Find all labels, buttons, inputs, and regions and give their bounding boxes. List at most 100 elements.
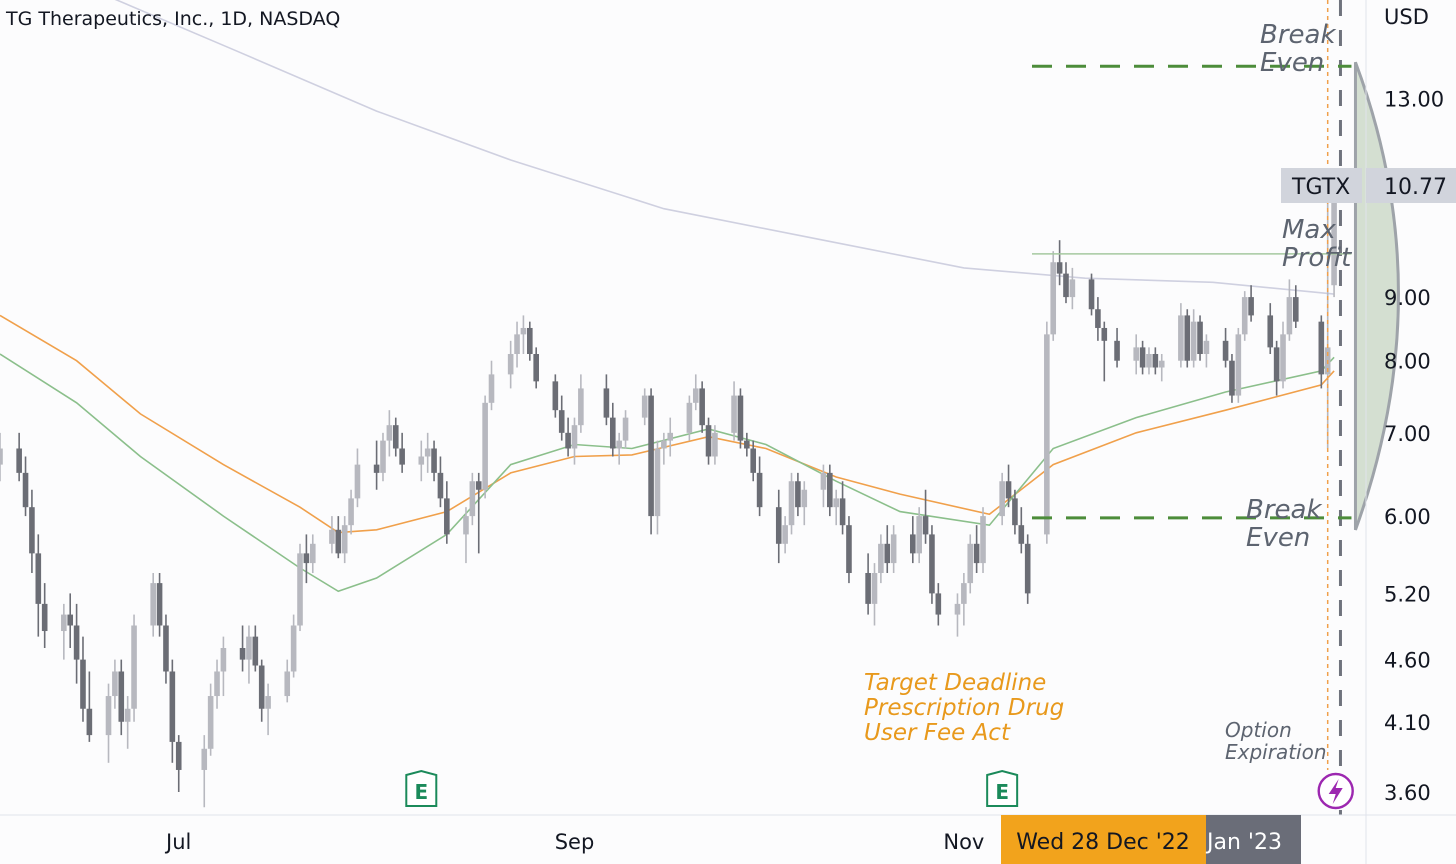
candle <box>1018 507 1025 554</box>
candle <box>692 374 699 411</box>
candle <box>1190 309 1197 368</box>
candle <box>431 440 437 482</box>
candle <box>1222 327 1229 368</box>
candle <box>1273 340 1280 396</box>
candle <box>616 432 622 465</box>
candle-body <box>1203 340 1210 355</box>
earnings-marker[interactable]: E <box>405 769 438 807</box>
candle-body <box>252 636 259 666</box>
candle <box>1133 334 1140 375</box>
candle <box>22 456 29 517</box>
candle <box>246 625 252 684</box>
candle <box>399 432 405 473</box>
candle <box>667 417 674 457</box>
candle-body <box>386 425 393 441</box>
candle <box>373 440 380 490</box>
candle <box>469 472 476 526</box>
candle-body <box>890 534 897 564</box>
candle <box>169 659 176 763</box>
candle <box>795 472 801 517</box>
price-tick-label: 4.60 <box>1384 649 1431 673</box>
candle-body <box>731 395 737 433</box>
candle <box>686 395 693 441</box>
candle <box>341 516 348 564</box>
candle <box>929 525 935 604</box>
earnings-marker[interactable]: E <box>986 769 1019 807</box>
time-axis[interactable]: Jul Sep Nov <box>164 830 984 854</box>
candle <box>1286 279 1293 341</box>
event-label: Target Deadline <box>864 670 1046 696</box>
candle <box>1318 315 1325 389</box>
ticker-tag-bg <box>1281 168 1362 203</box>
candle <box>1114 327 1120 368</box>
candle-body <box>61 614 67 632</box>
candle <box>290 614 297 678</box>
candle <box>1088 273 1095 316</box>
candle <box>648 388 654 535</box>
candle-body <box>463 516 469 535</box>
candle-body <box>1114 340 1120 361</box>
earnings-marker-icon <box>405 769 438 807</box>
candle-body <box>750 448 757 473</box>
candle-body <box>488 374 495 403</box>
candle <box>16 432 22 482</box>
price-axis[interactable]: 13.00 9.00 8.00 7.00 6.00 5.20 4.60 4.10 3.60 <box>1384 87 1444 805</box>
candle-body <box>1146 354 1152 368</box>
candle <box>80 636 86 722</box>
candle <box>35 534 42 637</box>
candle <box>105 683 112 763</box>
event-label: Prescription Drug <box>864 695 1064 721</box>
candle <box>41 583 48 648</box>
candle-body <box>297 553 303 626</box>
candle-body <box>833 498 839 508</box>
candle <box>909 516 916 564</box>
candle <box>552 374 559 418</box>
candle <box>488 360 495 411</box>
candle <box>207 683 214 756</box>
candle <box>699 381 705 433</box>
candle-body <box>73 625 80 660</box>
candle-body <box>41 603 48 632</box>
candle-body <box>214 671 220 697</box>
candle-body <box>16 448 22 473</box>
candle <box>801 481 808 526</box>
event-marker[interactable] <box>1317 772 1354 810</box>
candle <box>1069 267 1076 310</box>
candle-body <box>686 402 693 433</box>
candle <box>520 315 527 355</box>
candle <box>661 432 667 465</box>
candle <box>922 489 929 544</box>
candle <box>846 516 852 584</box>
candle-body <box>156 583 163 626</box>
moving-average-line <box>0 314 1335 534</box>
candle-body <box>527 327 533 355</box>
candle <box>507 340 514 389</box>
price-tick-label: 3.60 <box>1384 781 1431 805</box>
candle <box>444 481 450 544</box>
candle <box>329 516 335 554</box>
candle <box>1146 347 1152 375</box>
candle <box>335 516 342 559</box>
candle-body <box>86 708 93 736</box>
candle <box>565 417 571 457</box>
candle <box>973 525 980 574</box>
candle-body <box>775 507 782 544</box>
candle-body <box>1280 334 1286 382</box>
candle-body <box>22 472 29 508</box>
candle-body <box>609 417 616 449</box>
candle-body <box>1018 525 1025 544</box>
event-label: User Fee Act <box>864 720 1011 746</box>
candle <box>118 659 125 736</box>
candle-body <box>782 525 788 544</box>
candle-body <box>239 647 246 660</box>
earnings-marker-label: E <box>414 780 428 804</box>
candle <box>437 456 444 508</box>
chart-title: TG Therapeutics, Inc., 1D, NASDAQ <box>5 8 340 30</box>
candle-body <box>603 388 610 418</box>
candle-body <box>220 647 227 672</box>
candle-body <box>0 448 3 465</box>
candle-body <box>1248 297 1254 316</box>
candle-body <box>246 636 252 660</box>
candle <box>297 543 303 632</box>
